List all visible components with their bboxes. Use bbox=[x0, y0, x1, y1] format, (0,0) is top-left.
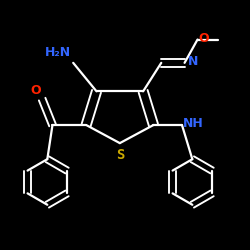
Text: O: O bbox=[30, 84, 41, 96]
Text: N: N bbox=[188, 55, 198, 68]
Text: O: O bbox=[199, 32, 209, 45]
Text: H₂N: H₂N bbox=[44, 46, 70, 59]
Text: NH: NH bbox=[183, 117, 204, 130]
Text: S: S bbox=[116, 148, 124, 162]
